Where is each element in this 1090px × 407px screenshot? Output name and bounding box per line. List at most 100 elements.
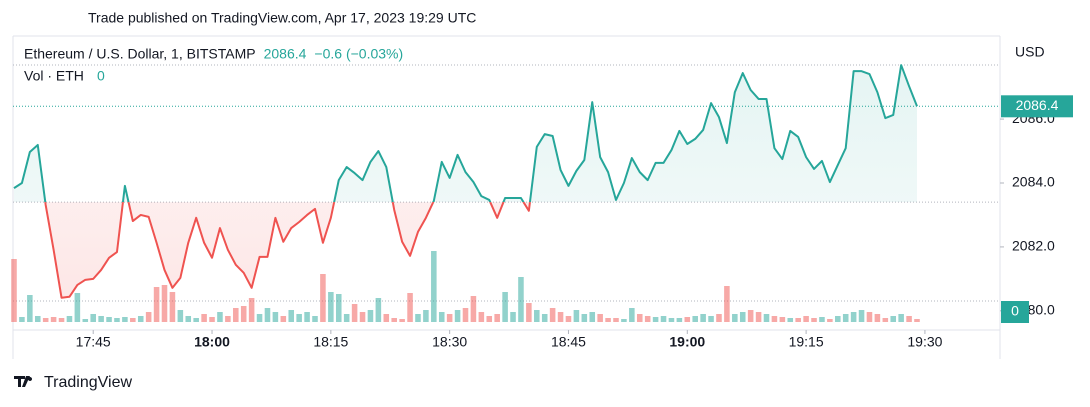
volume-bar xyxy=(906,316,912,322)
volume-bar xyxy=(747,310,754,322)
volume-bar xyxy=(359,312,366,322)
volume-bar xyxy=(629,308,635,322)
last-price: 2086.4 xyxy=(264,46,307,62)
volume-bar xyxy=(803,316,809,322)
volume-bar xyxy=(288,310,295,322)
line-down xyxy=(44,202,531,299)
volume-bar xyxy=(874,314,881,322)
volume-bar xyxy=(549,308,556,322)
volume-bar xyxy=(850,312,857,322)
volume-bar xyxy=(478,312,485,322)
volume-bar xyxy=(652,317,659,322)
volume-bar xyxy=(898,314,904,322)
volume-bar xyxy=(755,312,762,322)
volume-bar xyxy=(676,318,683,322)
volume-bar xyxy=(811,318,817,322)
volume-bar xyxy=(866,312,873,322)
area-down xyxy=(14,202,917,298)
volume-bar xyxy=(890,316,897,322)
volume-bar xyxy=(534,310,540,322)
volume-bar xyxy=(597,314,603,322)
volume-bar xyxy=(130,318,136,322)
volume-bars xyxy=(11,251,920,322)
line-up xyxy=(13,64,918,203)
y-tick-label: 2082.0 xyxy=(1012,238,1055,254)
volume-bar xyxy=(193,318,199,322)
volume-bar xyxy=(50,317,57,322)
volume-bar xyxy=(431,251,437,322)
volume-bar xyxy=(280,316,287,322)
brand-name: TradingView xyxy=(44,374,132,391)
x-tick-label: 18:15 xyxy=(313,334,348,350)
volume-bar xyxy=(605,318,611,322)
volume-bar xyxy=(161,285,168,322)
volume-bar xyxy=(486,316,493,322)
volume-bar xyxy=(684,317,691,322)
volume-label-box xyxy=(1001,301,1029,323)
volume-bar xyxy=(320,274,326,322)
volume-bar xyxy=(716,314,722,322)
volume-bar xyxy=(177,310,184,322)
volume-bar xyxy=(240,306,247,322)
volume-bar xyxy=(34,316,41,322)
volume-bar xyxy=(383,314,390,322)
volume-bar xyxy=(636,314,643,322)
volume-bar xyxy=(835,316,841,322)
volume-bar xyxy=(335,294,342,322)
volume-bar xyxy=(914,319,920,322)
x-tick-label: 18:00 xyxy=(194,334,230,350)
volume-bar xyxy=(732,314,738,322)
volume-bar xyxy=(58,318,65,322)
legend: Ethereum / U.S. Dollar, 1, BITSTAMP 2086… xyxy=(24,46,403,84)
volume-bar xyxy=(343,314,350,322)
volume-bar xyxy=(557,312,564,322)
volume-bar xyxy=(573,310,580,322)
volume-bar xyxy=(763,314,770,322)
volume-bar xyxy=(510,312,516,322)
volume-bar xyxy=(90,314,96,322)
volume-bar xyxy=(827,319,833,322)
volume-bar xyxy=(27,295,33,322)
volume-label: Vol · ETH xyxy=(24,68,84,84)
volume-bar xyxy=(692,316,698,322)
publish-note: Trade published on TradingView.com, Apr … xyxy=(88,10,476,26)
volume-bar xyxy=(415,314,421,322)
volume-bar xyxy=(391,318,397,322)
area-up xyxy=(14,65,917,203)
x-tick-label: 19:30 xyxy=(907,334,942,350)
volume-bar xyxy=(256,314,263,322)
volume-bar xyxy=(462,308,469,322)
volume-bar xyxy=(217,312,223,322)
volume-bar xyxy=(739,312,746,322)
price-change: −0.6 (−0.03%) xyxy=(314,46,403,62)
volume-bar xyxy=(201,314,207,322)
volume-axis-label: 0 xyxy=(1011,303,1019,319)
volume-bar xyxy=(494,314,500,322)
volume-bar xyxy=(98,316,104,322)
volume-bar xyxy=(328,292,334,322)
volume-bar xyxy=(304,312,310,322)
volume-bar xyxy=(858,310,865,322)
volume-bar xyxy=(248,298,255,322)
volume-bar xyxy=(106,317,112,322)
x-tick-label: 18:30 xyxy=(432,334,467,350)
volume-bar xyxy=(233,308,239,322)
x-tick-label: 19:00 xyxy=(669,334,705,350)
brand: TradingView xyxy=(14,374,132,391)
volume-bar xyxy=(700,314,706,322)
volume-bar xyxy=(296,314,302,322)
volume-bar xyxy=(771,316,778,322)
volume-bar xyxy=(122,317,128,322)
currency: USD xyxy=(1015,44,1045,60)
volume-bar xyxy=(145,312,152,322)
volume-bar xyxy=(842,314,849,322)
price-label-box xyxy=(1001,95,1073,118)
volume-bar xyxy=(526,303,532,322)
volume-bar xyxy=(724,286,730,322)
volume-bar xyxy=(11,259,17,322)
volume-bar xyxy=(312,316,318,322)
volume-bar xyxy=(819,317,825,322)
volume-bar xyxy=(66,316,73,322)
volume-bar xyxy=(470,296,477,322)
volume-bar xyxy=(137,316,144,322)
